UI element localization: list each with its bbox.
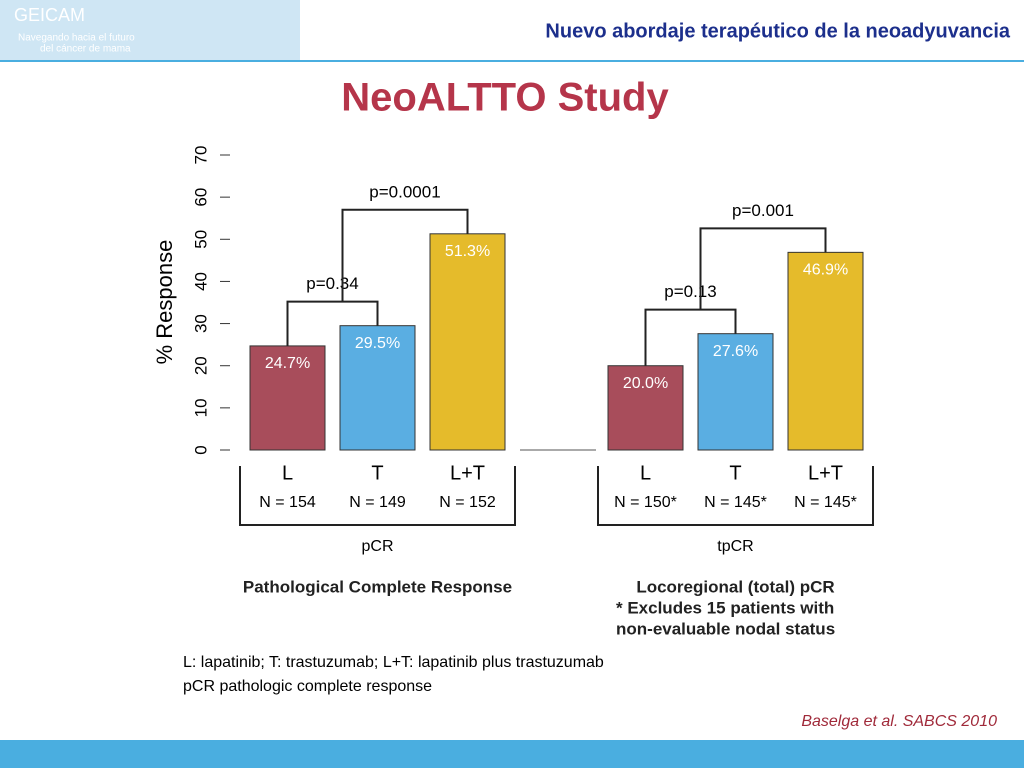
bracket [644, 308, 737, 366]
logo-text: GEICAM [14, 5, 85, 25]
category-label: T [371, 462, 383, 484]
header-title: Nuevo abordaje terapéutico de la neoadyu… [545, 20, 1010, 42]
group-label: pCR [361, 538, 393, 555]
bar [339, 325, 416, 451]
bar [249, 345, 326, 451]
p-value: p=0.0001 [369, 182, 440, 201]
y-tick-label: 10 [191, 398, 210, 417]
y-tick-label: 0 [191, 445, 210, 454]
bar [787, 251, 864, 451]
n-label: N = 152 [439, 494, 496, 511]
group-caption: Locoregional (total) pCR [636, 577, 834, 596]
citation: Baselga et al. SABCS 2010 [801, 713, 997, 730]
n-label: N = 145* [704, 494, 767, 511]
category-label: T [729, 462, 741, 484]
value-label: 51.3% [445, 243, 490, 260]
category-label: L [282, 462, 293, 484]
footnote: pCR pathologic complete response [183, 678, 432, 695]
category-label: L+T [808, 462, 843, 484]
y-tick-label: 40 [191, 272, 210, 291]
header-rule [0, 60, 1024, 62]
y-axis-label: % Response [152, 240, 177, 365]
footer-bar [0, 740, 1024, 768]
n-label: N = 150* [614, 494, 677, 511]
y-tick-label: 70 [191, 146, 210, 165]
group-caption: Pathological Complete Response [243, 577, 512, 596]
brace [597, 466, 874, 526]
value-label: 29.5% [355, 335, 400, 352]
y-tick-label: 30 [191, 314, 210, 333]
bar [607, 365, 684, 451]
y-tick-label: 50 [191, 230, 210, 249]
n-label: N = 154 [259, 494, 316, 511]
category-label: L [640, 462, 651, 484]
y-tick-label: 20 [191, 356, 210, 375]
value-label: 20.0% [623, 375, 668, 392]
logo-banner [0, 0, 300, 60]
bracket [699, 227, 827, 310]
category-label: L+T [450, 462, 485, 484]
p-value: p=0.001 [732, 201, 794, 220]
value-label: 27.6% [713, 343, 758, 360]
group-caption: non-evaluable nodal status [616, 619, 835, 638]
bracket [286, 300, 379, 346]
n-label: N = 149 [349, 494, 406, 511]
bar [429, 233, 506, 451]
p-value: p=0.34 [306, 274, 358, 293]
logo-text: del cáncer de mama [40, 44, 131, 55]
y-tick-label: 60 [191, 188, 210, 207]
footnote: L: lapatinib; T: trastuzumab; L+T: lapat… [183, 654, 604, 671]
brace [239, 466, 516, 526]
bracket [341, 208, 469, 302]
value-label: 24.7% [265, 355, 310, 372]
bar [697, 333, 774, 451]
group-label: tpCR [717, 538, 753, 555]
slide-title: NeoALTTO Study [341, 76, 669, 120]
value-label: 46.9% [803, 262, 848, 279]
logo-text: Navegando hacia el futuro [18, 33, 135, 44]
n-label: N = 145* [794, 494, 857, 511]
group-caption: * Excludes 15 patients with [616, 598, 834, 617]
p-value: p=0.13 [664, 282, 716, 301]
